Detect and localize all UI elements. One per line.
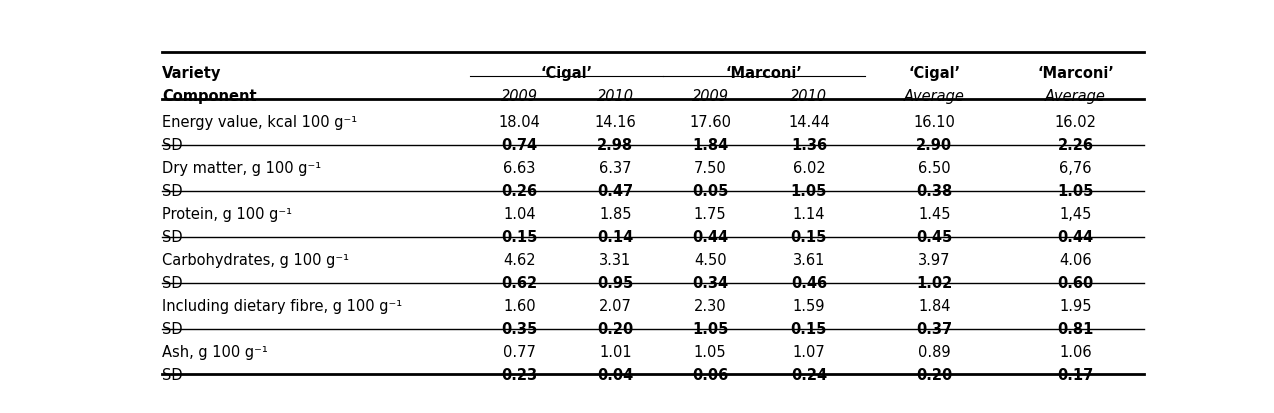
Text: 1.05: 1.05	[692, 321, 729, 336]
Text: 0.15: 0.15	[791, 230, 827, 244]
Text: 0.44: 0.44	[692, 230, 729, 244]
Text: Component: Component	[162, 89, 257, 104]
Text: 4.62: 4.62	[503, 253, 536, 268]
Text: SD: SD	[162, 367, 183, 382]
Text: 6.37: 6.37	[599, 161, 632, 176]
Text: 1.85: 1.85	[599, 207, 632, 222]
Text: SD: SD	[162, 275, 183, 290]
Text: 1.07: 1.07	[792, 344, 826, 359]
Text: 16.10: 16.10	[913, 115, 956, 130]
Text: 1.75: 1.75	[694, 207, 726, 222]
Text: 0.14: 0.14	[598, 230, 633, 244]
Text: 6,76: 6,76	[1059, 161, 1092, 176]
Text: Variety: Variety	[162, 66, 222, 81]
Text: 2.26: 2.26	[1057, 138, 1093, 153]
Text: 0.44: 0.44	[1057, 230, 1093, 244]
Text: Carbohydrates, g 100 g⁻¹: Carbohydrates, g 100 g⁻¹	[162, 253, 349, 268]
Text: 2.98: 2.98	[598, 138, 633, 153]
Text: 3.97: 3.97	[919, 253, 950, 268]
Text: 16.02: 16.02	[1055, 115, 1097, 130]
Text: ‘Marconi’: ‘Marconi’	[726, 66, 803, 81]
Text: 1.14: 1.14	[792, 207, 826, 222]
Text: 0.47: 0.47	[598, 184, 633, 199]
Text: 0.77: 0.77	[503, 344, 536, 359]
Text: Including dietary fibre, g 100 g⁻¹: Including dietary fibre, g 100 g⁻¹	[162, 299, 403, 313]
Text: SD: SD	[162, 321, 183, 336]
Text: 14.44: 14.44	[789, 115, 829, 130]
Text: Energy value, kcal 100 g⁻¹: Energy value, kcal 100 g⁻¹	[162, 115, 357, 130]
Text: 1.05: 1.05	[694, 344, 726, 359]
Text: 3.61: 3.61	[792, 253, 826, 268]
Text: 6.02: 6.02	[792, 161, 826, 176]
Text: 17.60: 17.60	[689, 115, 731, 130]
Text: 2010: 2010	[598, 89, 634, 104]
Text: 1.84: 1.84	[692, 138, 729, 153]
Text: 0.05: 0.05	[692, 184, 729, 199]
Text: 6.50: 6.50	[919, 161, 950, 176]
Text: ‘Cigal’: ‘Cigal’	[540, 66, 592, 81]
Text: SD: SD	[162, 138, 183, 153]
Text: 0.95: 0.95	[598, 275, 633, 290]
Text: 0.60: 0.60	[1057, 275, 1093, 290]
Text: 1.95: 1.95	[1059, 299, 1092, 313]
Text: 0.74: 0.74	[502, 138, 538, 153]
Text: 1,45: 1,45	[1059, 207, 1092, 222]
Text: 14.16: 14.16	[595, 115, 636, 130]
Text: 1.59: 1.59	[792, 299, 826, 313]
Text: 0.46: 0.46	[791, 275, 827, 290]
Text: 4.50: 4.50	[694, 253, 726, 268]
Text: 1.05: 1.05	[791, 184, 827, 199]
Text: 1.45: 1.45	[919, 207, 950, 222]
Text: 0.24: 0.24	[791, 367, 827, 382]
Text: 0.81: 0.81	[1057, 321, 1093, 336]
Text: Ash, g 100 g⁻¹: Ash, g 100 g⁻¹	[162, 344, 268, 359]
Text: 0.35: 0.35	[502, 321, 538, 336]
Text: Dry matter, g 100 g⁻¹: Dry matter, g 100 g⁻¹	[162, 161, 321, 176]
Text: 0.45: 0.45	[916, 230, 953, 244]
Text: 1.04: 1.04	[503, 207, 536, 222]
Text: 0.15: 0.15	[791, 321, 827, 336]
Text: 0.17: 0.17	[1057, 367, 1093, 382]
Text: 0.34: 0.34	[692, 275, 729, 290]
Text: 0.62: 0.62	[502, 275, 538, 290]
Text: 0.06: 0.06	[692, 367, 729, 382]
Text: 2009: 2009	[692, 89, 729, 104]
Text: ‘Cigal’: ‘Cigal’	[908, 66, 961, 81]
Text: 0.20: 0.20	[916, 367, 953, 382]
Text: 6.63: 6.63	[503, 161, 536, 176]
Text: 2.07: 2.07	[599, 299, 632, 313]
Text: Average: Average	[1045, 89, 1106, 104]
Text: Protein, g 100 g⁻¹: Protein, g 100 g⁻¹	[162, 207, 292, 222]
Text: 1.36: 1.36	[791, 138, 827, 153]
Text: 0.89: 0.89	[919, 344, 950, 359]
Text: 1.06: 1.06	[1059, 344, 1092, 359]
Text: 1.84: 1.84	[919, 299, 950, 313]
Text: 1.05: 1.05	[1057, 184, 1093, 199]
Text: 0.38: 0.38	[916, 184, 953, 199]
Text: 2.90: 2.90	[916, 138, 953, 153]
Text: 0.37: 0.37	[916, 321, 953, 336]
Text: 4.06: 4.06	[1059, 253, 1092, 268]
Text: 0.04: 0.04	[598, 367, 633, 382]
Text: 3.31: 3.31	[599, 253, 632, 268]
Text: 0.15: 0.15	[502, 230, 538, 244]
Text: 1.02: 1.02	[916, 275, 953, 290]
Text: SD: SD	[162, 184, 183, 199]
Text: 0.23: 0.23	[502, 367, 538, 382]
Text: ‘Marconi’: ‘Marconi’	[1037, 66, 1113, 81]
Text: Average: Average	[903, 89, 964, 104]
Text: 2010: 2010	[790, 89, 827, 104]
Text: 1.60: 1.60	[503, 299, 536, 313]
Text: SD: SD	[162, 230, 183, 244]
Text: 1.01: 1.01	[599, 344, 632, 359]
Text: 0.20: 0.20	[598, 321, 633, 336]
Text: 2009: 2009	[501, 89, 538, 104]
Text: 18.04: 18.04	[498, 115, 540, 130]
Text: 7.50: 7.50	[694, 161, 726, 176]
Text: 0.26: 0.26	[502, 184, 538, 199]
Text: 2.30: 2.30	[694, 299, 726, 313]
